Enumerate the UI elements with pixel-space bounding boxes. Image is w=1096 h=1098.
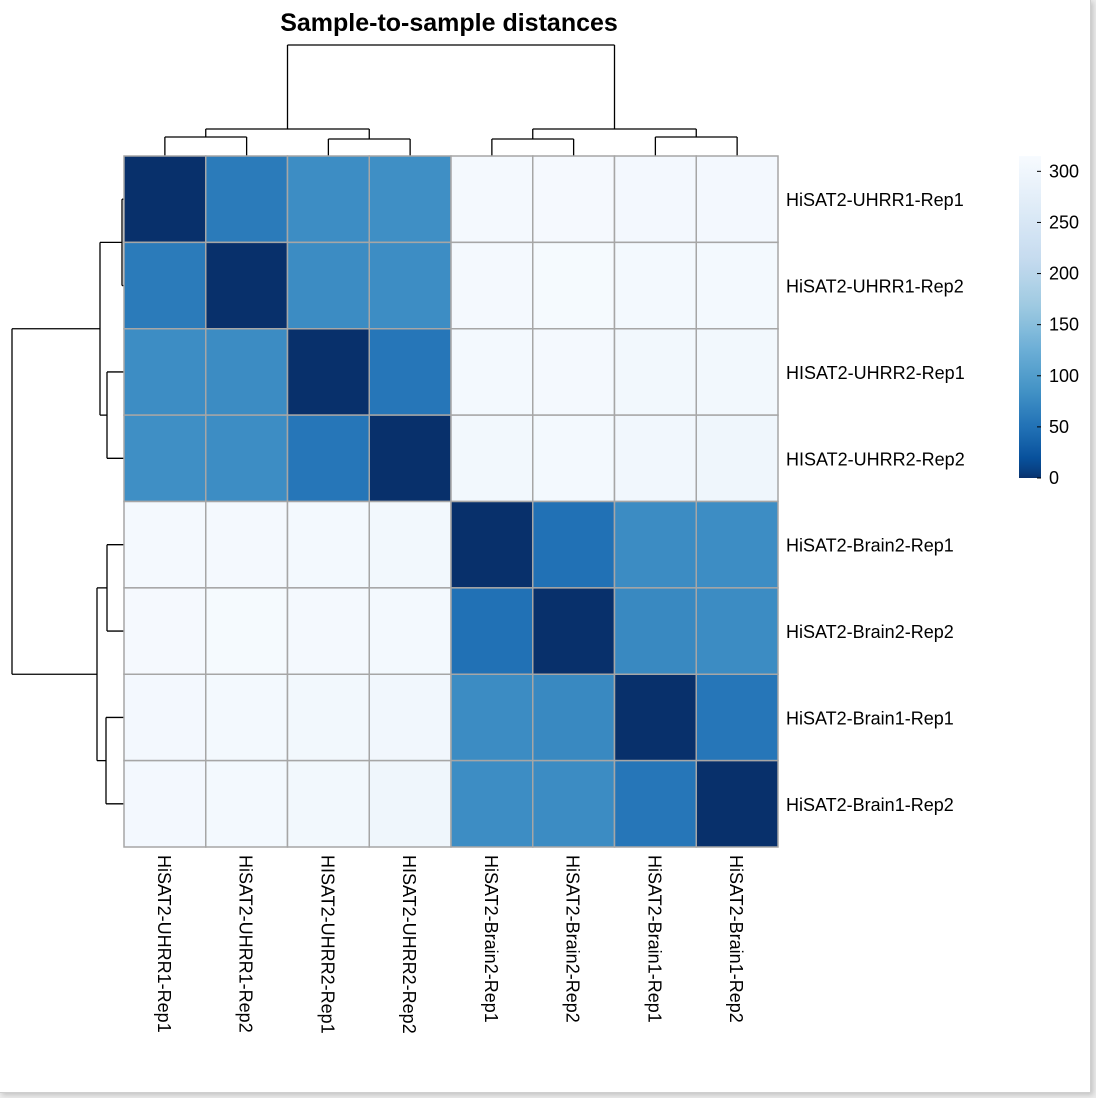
heatmap-cell bbox=[286, 673, 370, 762]
heatmap-cell bbox=[123, 155, 207, 244]
heatmap-cell bbox=[613, 759, 697, 848]
heatmap-cell bbox=[532, 759, 616, 848]
heatmap-cell bbox=[613, 587, 697, 675]
heatmap-cell bbox=[205, 759, 289, 848]
chart-title: Sample-to-sample distances bbox=[280, 9, 618, 37]
column-label: HiSAT2-UHRR1-Rep2 bbox=[236, 855, 256, 1033]
heatmap-cell bbox=[205, 500, 289, 589]
row-label: HiSAT2-Brain1-Rep1 bbox=[786, 708, 954, 728]
column-label: HiSAT2-Brain1-Rep2 bbox=[726, 855, 746, 1023]
legend-tick-label: 150 bbox=[1049, 315, 1079, 335]
heatmap-cell bbox=[286, 328, 370, 416]
heatmap-cell bbox=[695, 673, 779, 762]
legend-tick-label: 100 bbox=[1049, 366, 1079, 386]
heatmap-cell bbox=[450, 500, 534, 589]
heatmap-cell bbox=[532, 673, 616, 762]
heatmap-cell bbox=[695, 414, 779, 503]
column-label: HISAT2-UHRR2-Rep2 bbox=[399, 855, 419, 1034]
heatmap-cell bbox=[532, 414, 616, 503]
heatmap-cell bbox=[368, 414, 452, 503]
heatmap-cell bbox=[123, 414, 207, 503]
heatmap-cell bbox=[450, 155, 534, 244]
heatmap-cells bbox=[123, 155, 779, 848]
row-label: HISAT2-UHRR2-Rep2 bbox=[786, 449, 965, 469]
heatmap-cell bbox=[613, 673, 697, 762]
heatmap-cell bbox=[532, 587, 616, 675]
row-dendrogram bbox=[11, 198, 124, 805]
heatmap-cell bbox=[532, 500, 616, 589]
heatmap-cell bbox=[286, 241, 370, 330]
heatmap-cell bbox=[613, 241, 697, 330]
heatmap-cell bbox=[368, 328, 452, 416]
heatmap-cell bbox=[368, 155, 452, 244]
heatmap-cell bbox=[286, 414, 370, 503]
column-label: HISAT2-UHRR2-Rep1 bbox=[317, 855, 337, 1034]
heatmap-cell bbox=[368, 673, 452, 762]
heatmap-cell bbox=[695, 241, 779, 330]
heatmap-cell bbox=[450, 328, 534, 416]
heatmap-cell bbox=[123, 500, 207, 589]
heatmap-cell bbox=[123, 328, 207, 416]
heatmap-cell bbox=[532, 155, 616, 244]
heatmap-cell bbox=[205, 414, 289, 503]
row-label: HiSAT2-UHRR1-Rep1 bbox=[786, 190, 964, 210]
color-legend: 300 250 200 150 100 50 0 bbox=[1019, 156, 1079, 488]
heatmap-cell bbox=[123, 587, 207, 675]
heatmap-cell bbox=[286, 500, 370, 589]
heatmap-cell bbox=[286, 759, 370, 848]
row-label: HiSAT2-UHRR1-Rep2 bbox=[786, 277, 964, 297]
column-label: HiSAT2-Brain2-Rep2 bbox=[563, 855, 583, 1023]
heatmap-cell bbox=[532, 328, 616, 416]
legend-color-bar bbox=[1019, 156, 1041, 478]
heatmap-cell bbox=[123, 673, 207, 762]
row-label: HISAT2-UHRR2-Rep1 bbox=[786, 363, 965, 383]
legend-tick-label: 200 bbox=[1049, 264, 1079, 284]
column-labels: HiSAT2-UHRR1-Rep1 HiSAT2-UHRR1-Rep2 HISAT2… bbox=[154, 855, 746, 1034]
heatmap-cell bbox=[286, 155, 370, 244]
heatmap-cell bbox=[123, 759, 207, 848]
heatmap-cell bbox=[695, 759, 779, 848]
column-label: HiSAT2-UHRR1-Rep1 bbox=[154, 855, 174, 1033]
heatmap-cell bbox=[450, 241, 534, 330]
heatmap-cell bbox=[532, 241, 616, 330]
row-label: HiSAT2-Brain2-Rep1 bbox=[786, 536, 954, 556]
heatmap-cell bbox=[613, 500, 697, 589]
legend-tick-label: 250 bbox=[1049, 212, 1079, 232]
heatmap-cell bbox=[695, 155, 779, 244]
heatmap-cell bbox=[613, 328, 697, 416]
legend-tick-label: 300 bbox=[1049, 161, 1079, 181]
heatmap-cell bbox=[286, 587, 370, 675]
heatmap-cell bbox=[450, 587, 534, 675]
heatmap-cell bbox=[368, 500, 452, 589]
heatmap-cell bbox=[613, 155, 697, 244]
heatmap-cell bbox=[368, 587, 452, 675]
heatmap-cell bbox=[450, 759, 534, 848]
heatmap-cell bbox=[205, 155, 289, 244]
column-label: HiSAT2-Brain1-Rep1 bbox=[644, 855, 664, 1023]
heatmap-cell bbox=[613, 414, 697, 503]
row-label: HiSAT2-Brain1-Rep2 bbox=[786, 795, 954, 815]
heatmap-cell bbox=[205, 673, 289, 762]
heatmap-cell bbox=[695, 328, 779, 416]
heatmap-cell bbox=[368, 241, 452, 330]
column-dendrogram bbox=[164, 44, 738, 156]
legend-tick-label: 50 bbox=[1049, 417, 1069, 437]
heatmap-cell bbox=[123, 241, 207, 330]
column-label: HiSAT2-Brain2-Rep1 bbox=[481, 855, 501, 1023]
row-labels: HiSAT2-UHRR1-Rep1 HiSAT2-UHRR1-Rep2 HISAT2… bbox=[786, 190, 965, 815]
heatmap-cell bbox=[205, 241, 289, 330]
legend-tick-label: 0 bbox=[1049, 468, 1059, 488]
heatmap-cell bbox=[368, 759, 452, 848]
heatmap-cell bbox=[695, 587, 779, 675]
heatmap-cell bbox=[205, 587, 289, 675]
row-label: HiSAT2-Brain2-Rep2 bbox=[786, 622, 954, 642]
heatmap-cell bbox=[450, 414, 534, 503]
heatmap-cell bbox=[450, 673, 534, 762]
heatmap-cell bbox=[205, 328, 289, 416]
heatmap-cell bbox=[695, 500, 779, 589]
